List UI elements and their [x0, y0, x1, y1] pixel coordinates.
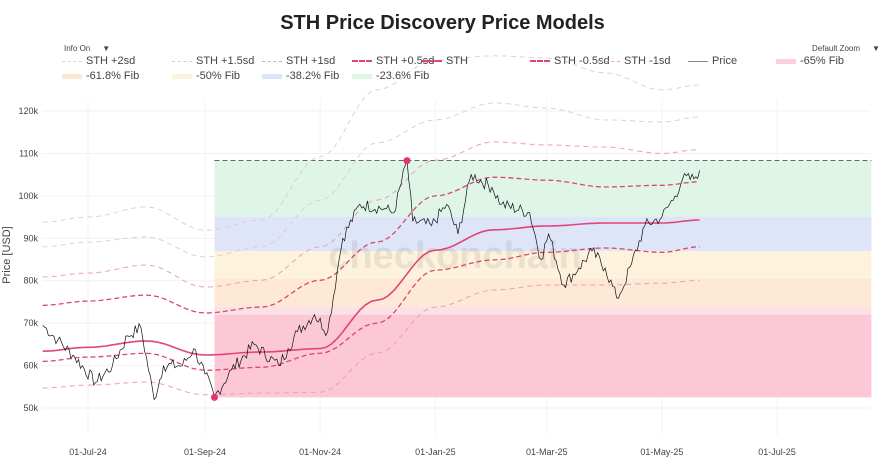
legend-label: -61.8% Fib	[86, 70, 140, 82]
legend-label: STH +1sd	[286, 55, 336, 67]
legend-item[interactable]: STH -0.5sd	[530, 55, 610, 67]
y-tick-label: 60k	[23, 361, 38, 371]
dropdown-arrow-icon: ▼	[872, 44, 880, 53]
legend-label: -65% Fib	[800, 55, 845, 67]
fib-zone	[214, 279, 872, 308]
legend-item[interactable]: -38.2% Fib	[262, 70, 339, 82]
fib-zone	[214, 307, 872, 315]
series-price	[42, 160, 700, 401]
legend-swatch-icon	[262, 73, 282, 79]
dropdown-arrow-icon: ▼	[102, 44, 111, 53]
x-tick-label: 01-Nov-24	[299, 447, 341, 457]
legend-swatch-icon	[422, 60, 442, 62]
series-sth-1-5sd	[42, 102, 700, 258]
legend-label: STH -1sd	[624, 55, 671, 67]
fib-zone	[214, 314, 872, 398]
y-tick-label: 120k	[18, 106, 38, 116]
series-sth-1sd	[42, 141, 700, 288]
legend-item[interactable]: STH +2sd	[62, 55, 135, 67]
zoom-select[interactable]: Default Zoom ▼	[812, 44, 880, 53]
legend-label: -23.6% Fib	[376, 70, 430, 82]
zoom-label: Default Zoom	[812, 44, 861, 53]
series-sth-0-5sd	[42, 176, 700, 314]
legend-item[interactable]: -61.8% Fib	[62, 70, 139, 82]
legend-swatch-icon	[262, 60, 282, 62]
legend-item[interactable]: -65% Fib	[776, 55, 844, 67]
legend-swatch-icon	[776, 58, 796, 64]
legend-item[interactable]: STH +1.5sd	[172, 55, 254, 67]
y-tick-label: 100k	[18, 191, 38, 201]
legend-label: STH +1.5sd	[196, 55, 255, 67]
fib-zone	[214, 216, 872, 252]
y-axis-label: Price [USD]	[1, 226, 13, 283]
x-tick-label: 01-Jul-25	[758, 447, 796, 457]
y-tick-label: 90k	[23, 233, 38, 243]
legend-label: -38.2% Fib	[286, 70, 340, 82]
extreme-marker	[403, 157, 411, 165]
legend-item[interactable]: STH -1sd	[600, 55, 670, 67]
legend-item[interactable]: -50% Fib	[172, 70, 240, 82]
chart-title: STH Price Discovery Price Models	[280, 12, 605, 34]
legend-label: STH -0.5sd	[554, 55, 610, 67]
series-sth-2sd	[42, 55, 700, 231]
x-tick-label: 01-May-25	[640, 447, 683, 457]
legend-swatch-icon	[172, 60, 192, 62]
x-tick-label: 01-Sep-24	[184, 447, 226, 457]
y-tick-label: 80k	[23, 276, 38, 286]
x-tick-label: 01-Jul-24	[69, 447, 107, 457]
legend-label: STH +0.5sd	[376, 55, 435, 67]
legend-item[interactable]: STH +1sd	[262, 55, 335, 67]
legend-swatch-icon	[62, 60, 82, 62]
y-tick-label: 70k	[23, 318, 38, 328]
series-sth-0-5sd	[42, 246, 700, 371]
info-label: Info On	[64, 44, 91, 53]
fib-zone	[214, 251, 872, 280]
legend-item[interactable]: Price	[688, 55, 737, 67]
legend-label: Price	[712, 55, 738, 67]
fib-zone	[214, 160, 872, 217]
legend-swatch-icon	[62, 73, 82, 79]
legend-label: STH	[446, 55, 468, 67]
legend-swatch-icon	[352, 60, 372, 62]
legend-item[interactable]: -23.6% Fib	[352, 70, 429, 82]
legend-swatch-icon	[352, 73, 372, 79]
series-sth	[42, 219, 700, 356]
legend-label: -50% Fib	[196, 70, 241, 82]
watermark: checkonchain	[328, 235, 581, 277]
legend-item[interactable]: STH	[422, 55, 468, 67]
x-tick-label: 01-Mar-25	[526, 447, 568, 457]
legend-label: STH +2sd	[86, 55, 136, 67]
extreme-marker	[210, 393, 218, 401]
legend-swatch-icon	[688, 60, 708, 62]
y-tick-label: 50k	[23, 403, 38, 413]
legend-item[interactable]: STH +0.5sd	[352, 55, 434, 67]
legend-swatch-icon	[600, 60, 620, 62]
y-tick-label: 110k	[19, 148, 38, 158]
x-tick-label: 01-Jan-25	[415, 447, 456, 457]
legend-swatch-icon	[530, 60, 550, 62]
legend-swatch-icon	[172, 73, 192, 79]
info-toggle[interactable]: Info On ▼	[64, 44, 110, 53]
